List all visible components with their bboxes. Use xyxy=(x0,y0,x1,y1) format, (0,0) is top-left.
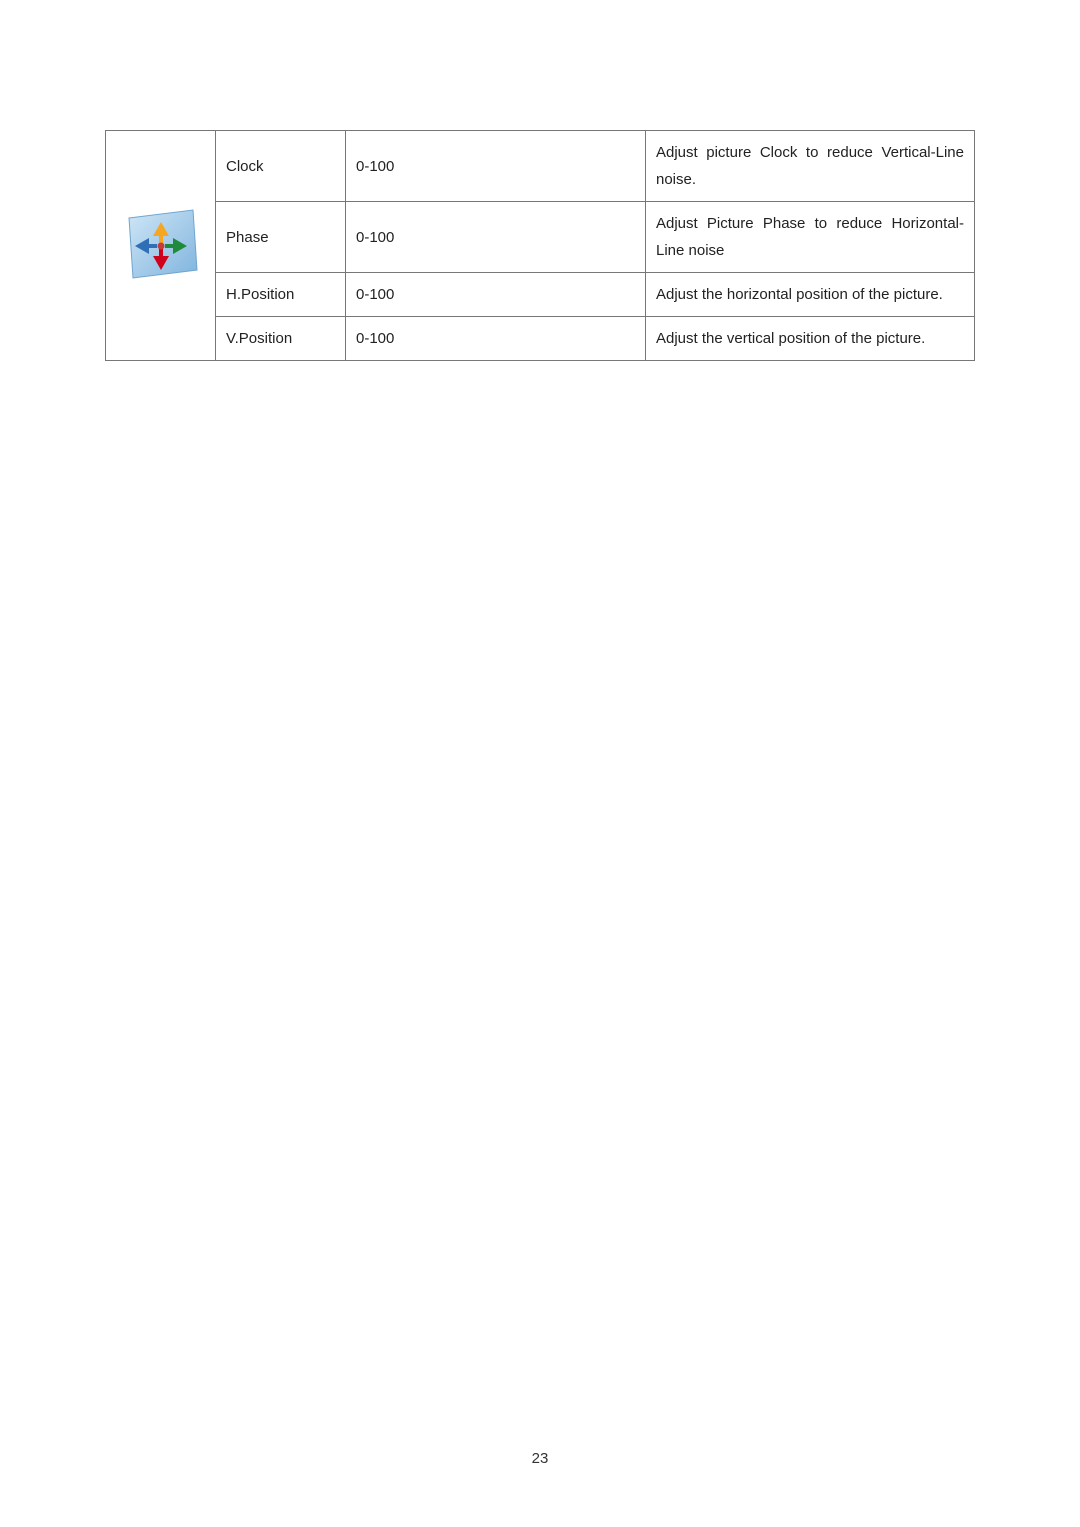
table-row: H.Position 0-100 Adjust the horizontal p… xyxy=(106,273,975,317)
position-arrows-icon xyxy=(121,206,201,286)
setting-name: H.Position xyxy=(216,273,346,317)
setting-name: Clock xyxy=(216,131,346,202)
settings-table: Clock 0-100 Adjust picture Clock to redu… xyxy=(105,130,975,361)
setting-desc: Adjust the vertical position of the pict… xyxy=(646,317,975,361)
setting-name: Phase xyxy=(216,202,346,273)
setting-range: 0-100 xyxy=(346,131,646,202)
page-content: Clock 0-100 Adjust picture Clock to redu… xyxy=(0,0,1080,361)
setting-desc: Adjust the horizontal position of the pi… xyxy=(646,273,975,317)
setting-range: 0-100 xyxy=(346,202,646,273)
table-row: Clock 0-100 Adjust picture Clock to redu… xyxy=(106,131,975,202)
setting-range: 0-100 xyxy=(346,273,646,317)
page-number: 23 xyxy=(0,1450,1080,1467)
icon-cell xyxy=(106,131,216,361)
setting-desc: Adjust Picture Phase to reduce Horizonta… xyxy=(646,202,975,273)
table-row: V.Position 0-100 Adjust the vertical pos… xyxy=(106,317,975,361)
setting-desc: Adjust picture Clock to reduce Vertical-… xyxy=(646,131,975,202)
setting-range: 0-100 xyxy=(346,317,646,361)
table-row: Phase 0-100 Adjust Picture Phase to redu… xyxy=(106,202,975,273)
setting-name: V.Position xyxy=(216,317,346,361)
